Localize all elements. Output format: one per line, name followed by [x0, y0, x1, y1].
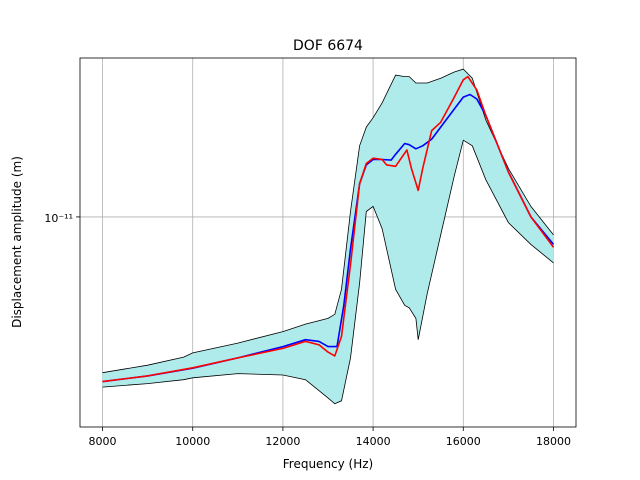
x-tick-label: 12000	[265, 435, 300, 448]
x-tick-label: 16000	[446, 435, 481, 448]
chart-title: DOF 6674	[293, 38, 363, 54]
y-tick-label: 10⁻¹¹	[44, 212, 73, 225]
ticks: 8000 10000 12000 14000 16000 18000 10⁻¹¹	[44, 212, 571, 448]
uncertainty-band	[102, 69, 554, 404]
x-axis-label: Frequency (Hz)	[283, 457, 374, 471]
plot-area	[102, 68, 555, 405]
blue-series-line	[102, 93, 555, 383]
x-tick-label: 14000	[356, 435, 391, 448]
band-upper-edge	[102, 68, 554, 374]
axes-frame	[79, 57, 577, 428]
y-axis-label: Displacement amplitude (m)	[10, 156, 24, 328]
band-lower-edge	[102, 139, 554, 405]
x-tick-label: 8000	[89, 435, 117, 448]
red-series-line	[102, 75, 555, 383]
x-tick-label: 10000	[175, 435, 210, 448]
x-tick-label: 18000	[536, 435, 571, 448]
